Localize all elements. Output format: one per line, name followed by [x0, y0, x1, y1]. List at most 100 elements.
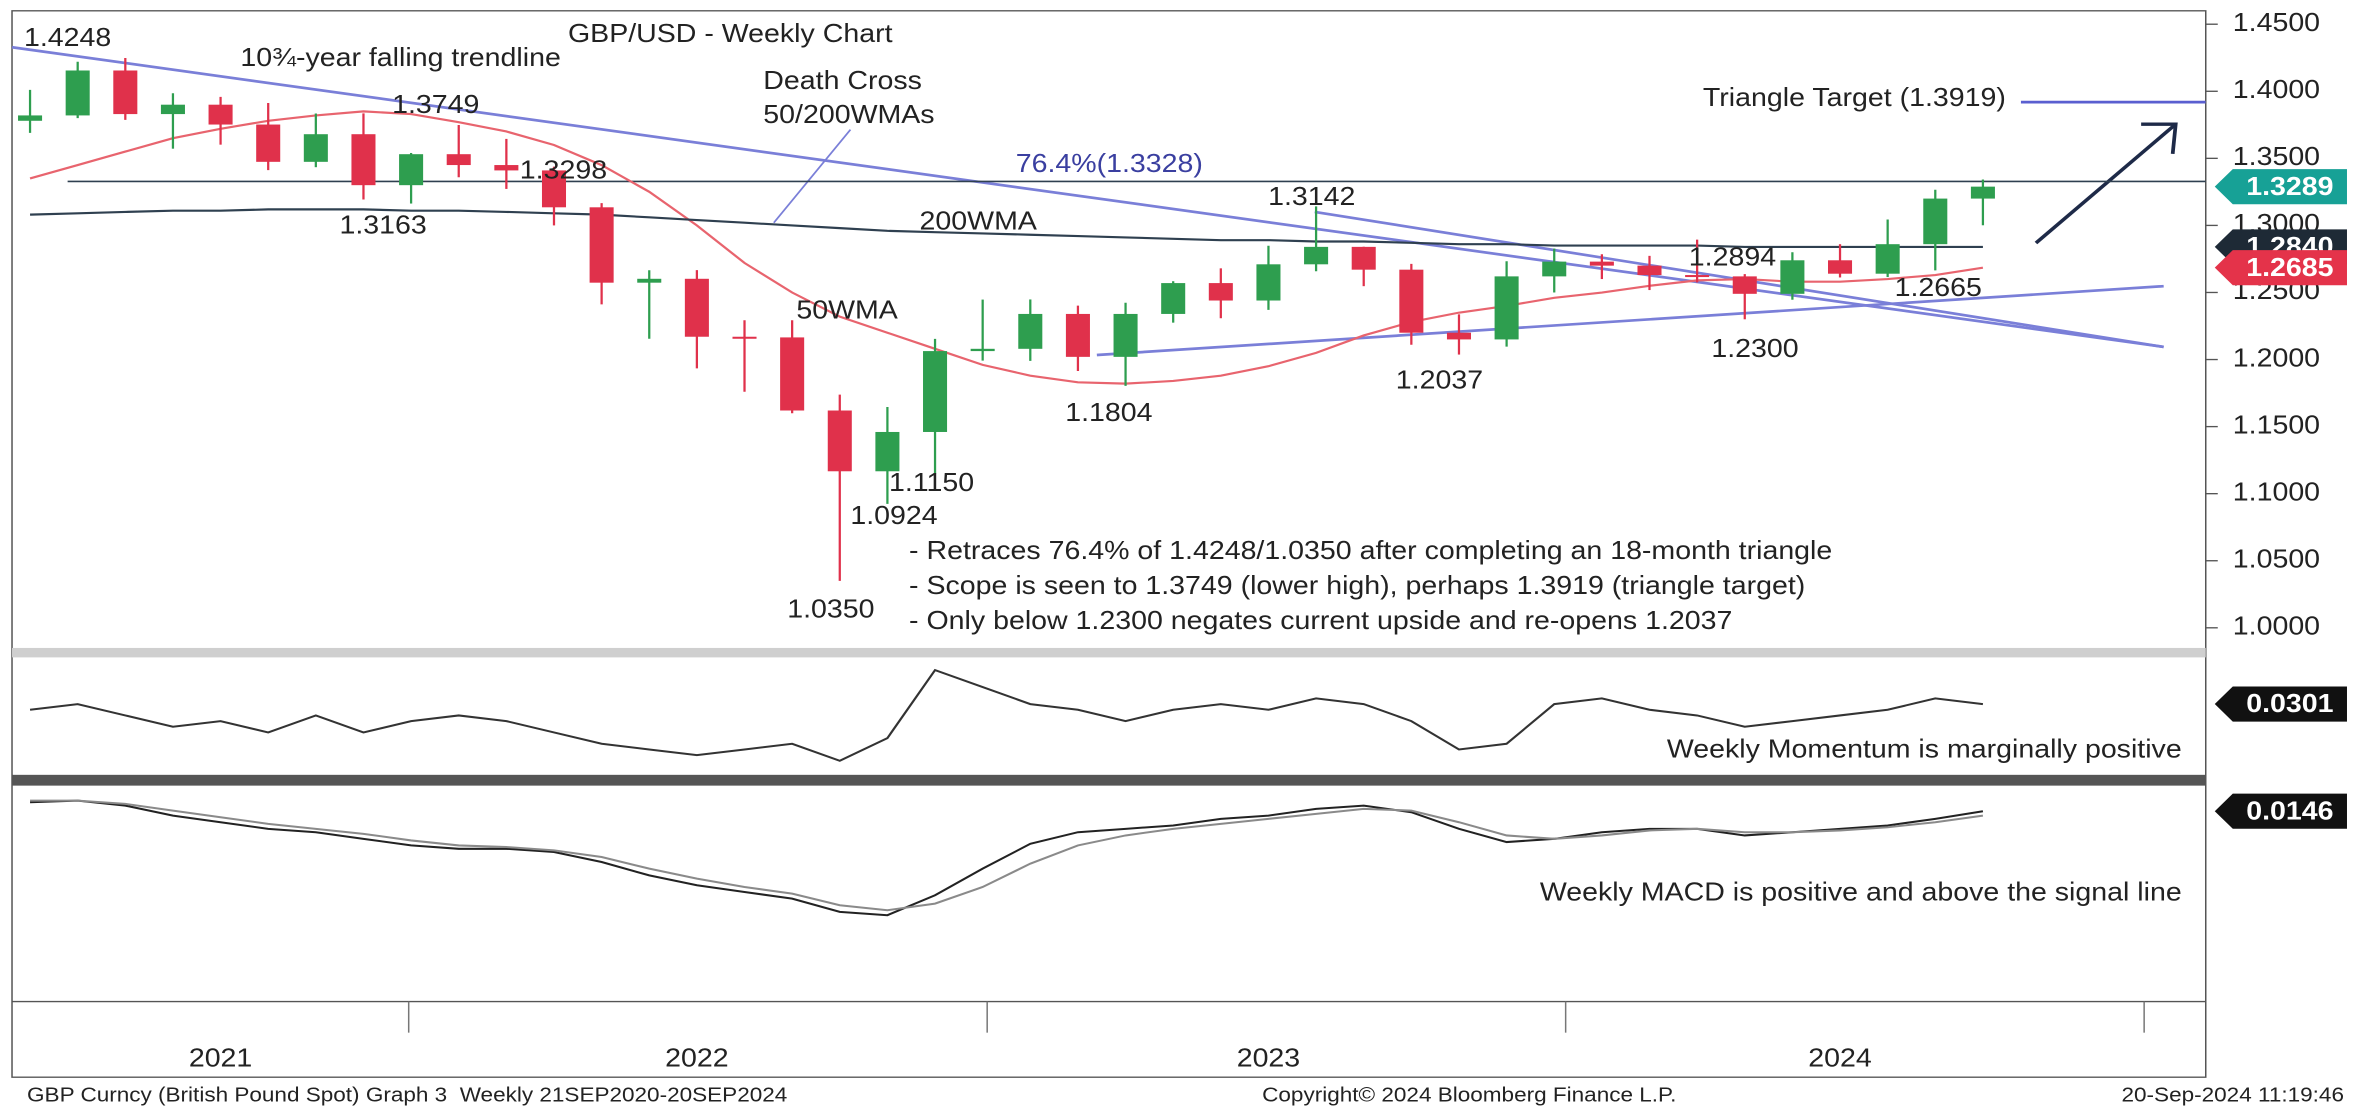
price-label: 1.2037 [1396, 365, 1483, 394]
candle-body [1351, 246, 1376, 270]
candle-body [1685, 275, 1710, 278]
x-tick-label: 2021 [189, 1043, 252, 1072]
y-tick-label: 1.1000 [2233, 477, 2320, 506]
y-tick-label: 1.4000 [2233, 74, 2320, 103]
price-tag-label: 1.2685 [2246, 252, 2333, 281]
candle-body [1828, 260, 1853, 274]
candle-body [65, 70, 90, 116]
price-tag: 0.0301 [2214, 686, 2347, 722]
indicator-line [29, 668, 1984, 762]
y-tick-label: 1.0000 [2233, 611, 2320, 640]
panel-annotation: Weekly MACD is positive and above the si… [1540, 877, 2182, 906]
price-label: 1.3142 [1268, 181, 1355, 210]
annotation: Death Cross [763, 65, 922, 94]
candle-body [1780, 260, 1805, 294]
x-tick-label: 2023 [1237, 1043, 1300, 1072]
panel-separator [12, 647, 2206, 658]
candle-body [208, 104, 233, 125]
candle-body [1256, 264, 1281, 301]
price-tag-label: 1.3289 [2246, 171, 2333, 200]
y-tick-label: 1.0500 [2233, 544, 2320, 573]
candle-body [1446, 332, 1471, 340]
candle-body [1208, 283, 1233, 301]
moving-average [30, 208, 1983, 248]
candle-body [1542, 261, 1567, 277]
price-tag: 1.2685 [2214, 250, 2347, 286]
candle-body [923, 351, 948, 432]
candle-body [827, 410, 852, 472]
candle-body [351, 134, 376, 186]
candle-body [1018, 313, 1043, 349]
note: - Scope is seen to 1.3749 (lower high), … [909, 570, 1805, 599]
candle-body [113, 70, 138, 115]
annotation: 10¾-year falling trendline [240, 43, 560, 72]
level-label: Triangle Target (1.3919) [1703, 83, 2006, 112]
candle-body [18, 115, 43, 121]
candle-body [399, 154, 424, 186]
candle-body [541, 170, 567, 208]
candle-body [1494, 276, 1519, 340]
moving-average [29, 110, 1984, 385]
x-tick-label: 2024 [1808, 1043, 1871, 1072]
footer-center: Copyright© 2024 Bloomberg Finance L.P. [1262, 1083, 1676, 1106]
candle-body [732, 336, 757, 339]
price-tag-shape [2214, 686, 2347, 722]
arrow [2034, 122, 2178, 245]
triangle-lower [1096, 284, 2164, 357]
price-tag-label: 0.0146 [2246, 796, 2333, 825]
candle-body [256, 124, 281, 162]
candle-body [303, 134, 328, 162]
y-tick-label: 1.2000 [2233, 343, 2320, 372]
price-label: 1.2665 [1895, 272, 1982, 301]
price-label: 1.3163 [340, 210, 427, 239]
price-tag: 0.0146 [2214, 793, 2347, 829]
chart-title: GBP/USD - Weekly Chart [568, 18, 893, 47]
candle-body [1875, 244, 1900, 274]
candle-body [875, 431, 900, 472]
panel-annotation: Weekly Momentum is marginally positive [1667, 734, 2182, 763]
y-tick-label: 1.4500 [2233, 7, 2320, 36]
frame [11, 10, 2207, 1078]
price-label: 1.2894 [1689, 242, 1776, 271]
candle-body [589, 207, 614, 283]
price-tag-shape [2214, 250, 2347, 286]
candle-body [1923, 198, 1948, 245]
price-label: 1.2300 [1711, 333, 1798, 362]
plot-area [18, 58, 2206, 581]
price-label: 1.3749 [392, 89, 479, 118]
y-tick-label: 1.1500 [2233, 410, 2320, 439]
candle-body [1589, 261, 1614, 266]
arrow-head [2141, 122, 2178, 155]
price-tag-label: 0.0301 [2246, 689, 2333, 718]
candle-body [160, 104, 185, 115]
footer-right: 20-Sep-2024 11:19:46 [2122, 1083, 2344, 1106]
price-tag-shape [2214, 169, 2347, 205]
candle-body [1399, 269, 1424, 333]
candle-body [446, 154, 471, 166]
candle-body [1065, 313, 1090, 357]
level-label: 76.4%(1.3328) [1016, 148, 1203, 177]
arrow-shaft [2034, 122, 2177, 245]
y-tick-label: 1.3500 [2233, 141, 2320, 170]
price-label: 1.0350 [787, 594, 874, 623]
x-tick-label: 2022 [665, 1043, 728, 1072]
indicator-line [30, 799, 1984, 917]
candle-body [684, 278, 709, 337]
death-cross-pointer [773, 129, 852, 224]
falling-trendline [11, 45, 2164, 349]
candle-body [1304, 246, 1329, 265]
candle-body [970, 348, 995, 352]
indicator-line [30, 799, 1984, 912]
candle-body [1970, 186, 1995, 199]
price-label: 1.0924 [850, 501, 937, 530]
candle-body [1161, 283, 1186, 314]
candle-body [1637, 265, 1662, 276]
series-label: 200WMA [920, 206, 1038, 235]
candle-body [1113, 313, 1138, 357]
candle-body [637, 278, 662, 283]
candle-body [494, 165, 519, 171]
price-tag-shape [2214, 793, 2347, 829]
